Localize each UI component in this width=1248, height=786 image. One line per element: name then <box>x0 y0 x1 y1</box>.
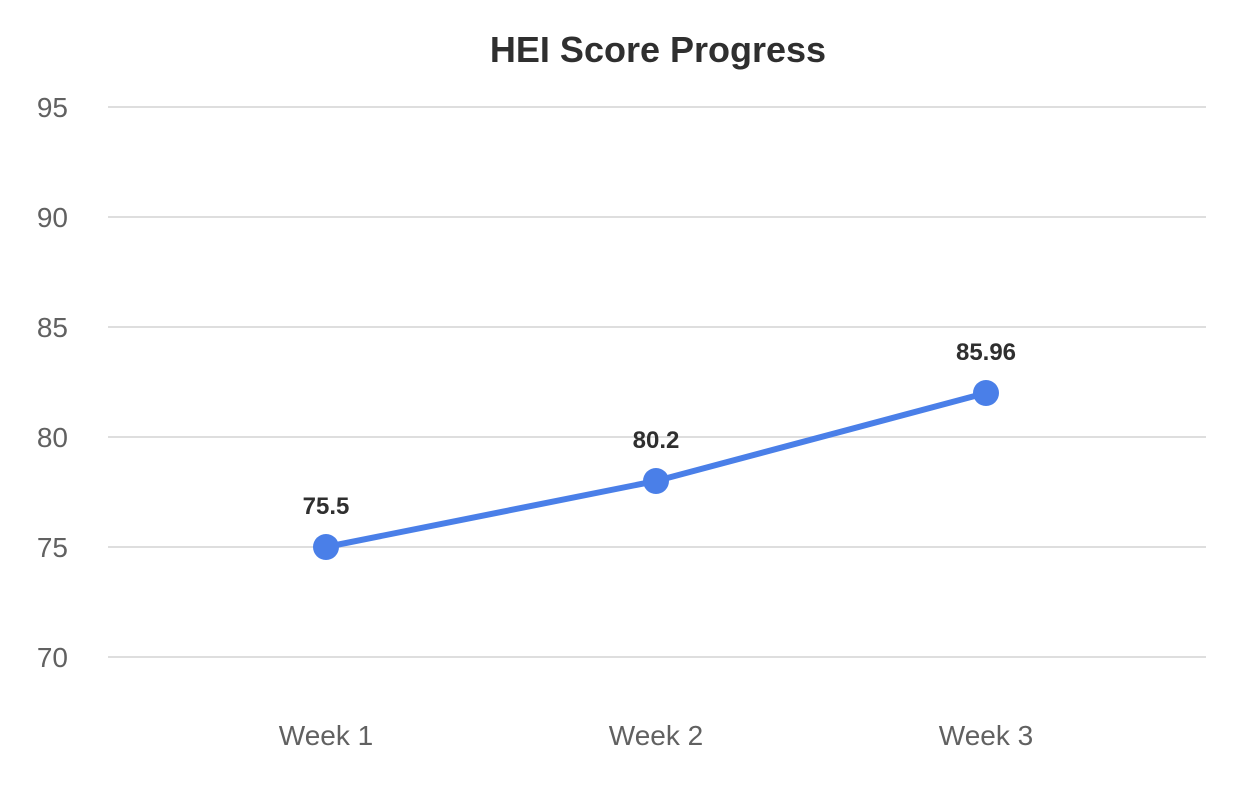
data-label: 80.2 <box>633 427 680 454</box>
x-axis-ticks: Week 1 Week 2 Week 3 <box>279 720 1033 751</box>
data-point <box>973 380 999 406</box>
data-label: 85.96 <box>956 339 1016 366</box>
x-tick-label: Week 1 <box>279 720 373 751</box>
data-point <box>643 468 669 494</box>
y-tick-label: 80 <box>37 422 68 453</box>
data-points <box>313 380 999 560</box>
data-label: 75.5 <box>303 493 350 520</box>
y-tick-label: 70 <box>37 642 68 673</box>
gridlines <box>108 106 1206 658</box>
y-tick-label: 75 <box>37 532 68 563</box>
data-labels: 75.5 80.2 85.96 <box>303 339 1016 520</box>
y-tick-label: 90 <box>37 202 68 233</box>
x-tick-label: Week 2 <box>609 720 703 751</box>
data-point <box>313 534 339 560</box>
y-tick-label: 85 <box>37 312 68 343</box>
chart-title: HEI Score Progress <box>490 29 826 70</box>
x-tick-label: Week 3 <box>939 720 1033 751</box>
y-axis-ticks: 70 75 80 85 90 95 <box>37 92 68 673</box>
y-tick-label: 95 <box>37 92 68 123</box>
